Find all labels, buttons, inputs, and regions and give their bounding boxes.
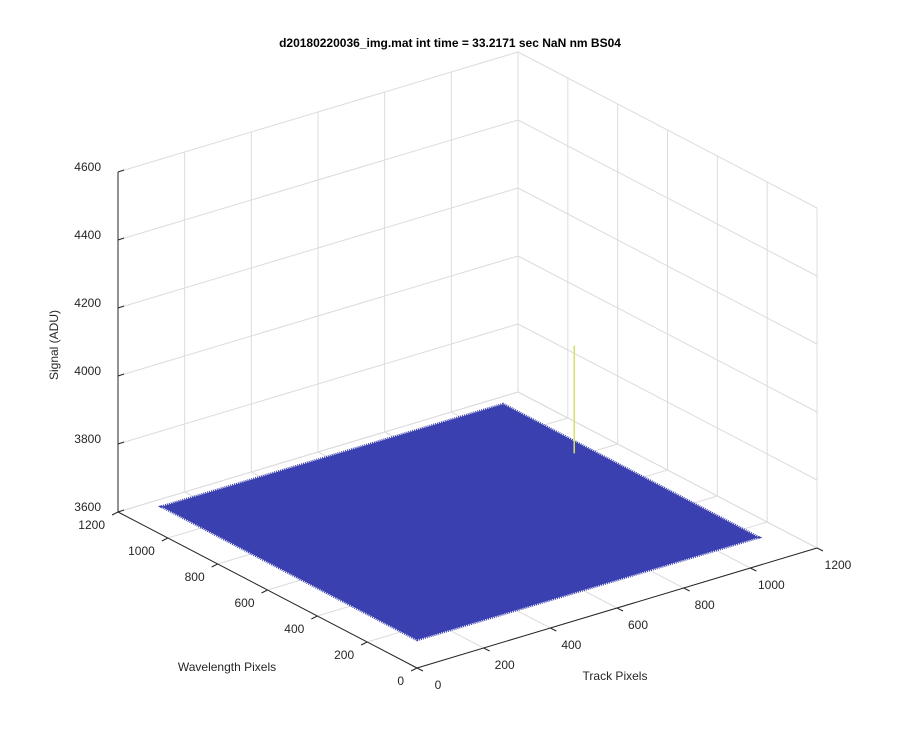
grid-line [517,255,818,413]
grid-line [117,51,519,173]
z-tick [117,441,125,445]
y-tick-label: 600 [234,596,254,610]
y-tick [161,537,169,542]
z-tick [117,169,125,173]
z-tick [117,373,125,377]
y-tick [261,589,268,594]
x-tick [683,587,690,592]
chart-title: d20180220036_img.mat int time = 33.2171 … [279,36,621,50]
grid-line [517,391,818,549]
x-tick [750,567,757,572]
y-tick-label: 0 [397,674,404,688]
z-tick-label: 4600 [74,160,101,174]
grid-line [117,255,519,377]
x-tick [816,547,824,552]
grid-line [117,187,519,309]
x-tick [550,627,557,632]
z-tick [117,305,125,309]
y-tick-label: 800 [185,570,205,584]
y-tick-label: 400 [284,622,304,636]
x-tick-label: 1000 [758,578,785,592]
x-tick-label: 0 [435,678,442,692]
z-tick-label: 4200 [74,296,101,310]
x-tick-label: 400 [561,638,581,652]
grid-line [117,119,519,241]
y-tick [360,641,368,646]
z-tick-label: 4000 [74,364,101,378]
grid-line [117,391,519,513]
y-tick [211,563,218,568]
grid-line [117,323,519,445]
z-tick-label: 3800 [74,432,101,446]
z-tick [117,509,125,513]
x-tick [416,667,424,672]
x-tick-label: 600 [628,618,648,632]
x-tick-label: 200 [495,658,515,672]
grid-line [517,187,818,345]
y-axis-label: Wavelength Pixels [178,660,276,674]
y-tick [111,511,119,516]
x-tick [616,607,624,612]
x-tick [483,647,490,652]
grid-line [517,323,818,481]
surface [157,402,763,642]
z-tick-label: 4400 [74,228,101,242]
x-tick-label: 1200 [825,558,852,572]
x-tick-label: 800 [695,598,715,612]
y-tick [410,667,418,672]
y-tick-label: 200 [334,648,354,662]
grid-line [517,51,818,209]
y-tick-label: 1200 [78,518,105,532]
x-axis-label: Track Pixels [583,669,648,683]
z-tick [117,237,125,241]
y-tick-label: 1000 [128,544,155,558]
z-axis-label: Signal (ADU) [47,310,61,380]
grid-line [517,119,818,277]
z-tick-label: 3600 [74,500,101,514]
y-tick [311,615,318,620]
